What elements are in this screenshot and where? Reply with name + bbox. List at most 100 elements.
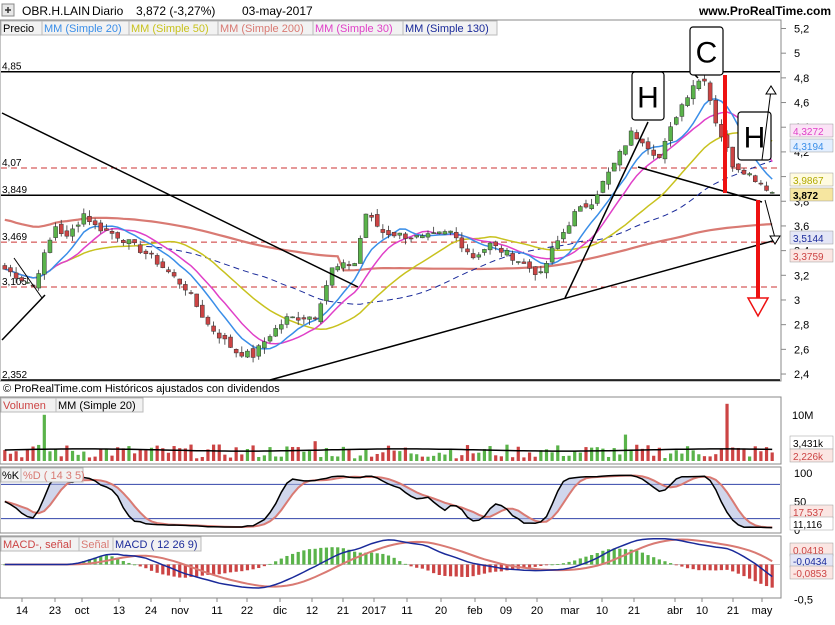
volume-bar <box>262 455 266 461</box>
stochastic-panel[interactable] <box>0 466 782 534</box>
candle <box>753 175 758 182</box>
badge-stoch-d: 17,537 <box>793 508 824 519</box>
mm130-line <box>4 160 773 305</box>
macd-hist-bar <box>116 558 120 565</box>
candle <box>194 293 199 307</box>
x-tick-label: dic <box>273 605 288 617</box>
volume-bar <box>595 447 599 461</box>
macd-hist-bar <box>731 564 735 572</box>
stoch-tick: 0 <box>794 525 800 537</box>
volume-bar <box>736 447 740 461</box>
candle <box>335 266 340 271</box>
candle <box>228 336 233 348</box>
volume-bar <box>87 457 92 461</box>
candle <box>312 317 318 320</box>
head-box <box>689 26 724 76</box>
candle <box>115 232 120 239</box>
candle <box>126 239 132 245</box>
macd-hist-bar <box>245 564 250 571</box>
macd-hist-bar <box>206 564 210 575</box>
volume-bar <box>691 450 695 461</box>
candle <box>516 261 521 263</box>
volume-bar <box>234 447 238 461</box>
macd-hist-bar <box>149 564 154 571</box>
volume-bar <box>403 447 408 461</box>
volume-bar <box>59 456 63 461</box>
left-diag-line <box>13 257 43 299</box>
plus-icon <box>5 7 11 13</box>
volume-bar <box>279 456 283 461</box>
stoch-k-line <box>4 474 773 529</box>
volume-bar <box>533 456 537 461</box>
badge-macd: -0,0853 <box>793 569 827 580</box>
badge-mm30-bg <box>789 123 834 138</box>
macd-hist-bar <box>381 553 385 565</box>
candle <box>403 233 408 239</box>
volume-bar <box>375 453 379 461</box>
macd-hist-bar <box>623 549 628 565</box>
volume-bar <box>336 456 340 461</box>
last-price-label: 3,872 (-3,27%) <box>136 4 215 18</box>
volume-bar <box>189 444 193 461</box>
candle <box>137 244 143 253</box>
stochastic-legend: %K %D ( 14 3 5) <box>0 467 85 483</box>
macd-hist-bar <box>257 564 261 569</box>
legend-macd-hist: MACD-, señal <box>3 539 71 551</box>
macd-hist-bar <box>561 563 566 565</box>
long-uptrend-line <box>269 239 777 381</box>
candle <box>555 240 561 249</box>
site-label[interactable]: www.ProRealTime.com <box>698 4 831 18</box>
macd-hist-bar <box>759 564 763 584</box>
candle <box>284 316 290 325</box>
candle <box>216 332 222 339</box>
volume-bar <box>155 445 159 461</box>
price-tick: 2,6 <box>794 344 809 356</box>
badge-macd-signal: -0,0434 <box>793 557 827 568</box>
volume-bar <box>657 447 661 461</box>
head-label: C <box>696 37 718 70</box>
candle <box>211 325 216 332</box>
macd-hist-bar <box>736 564 740 574</box>
candle <box>13 272 19 279</box>
candle <box>437 231 442 234</box>
volume-bar <box>437 452 441 461</box>
candle <box>532 266 538 275</box>
price-tick: 4,8 <box>794 73 809 85</box>
volume-bar <box>290 446 295 461</box>
volume-bar <box>121 448 125 461</box>
legend-mm50: MM (Simple 50) <box>131 23 209 35</box>
target-bar-1 <box>723 75 727 193</box>
candle <box>222 335 228 340</box>
x-tick-label: 21 <box>628 605 640 617</box>
volume-bar <box>465 445 470 461</box>
macd-hist-bar <box>527 564 532 568</box>
x-axis: 14 23 oct 13 24 nov 11 22 dic 12 21 2017 11 20 feb 09 20… <box>16 598 773 617</box>
candle <box>58 223 64 234</box>
volume-bar <box>8 453 13 461</box>
volume-bar <box>488 446 492 461</box>
level-label-0: 4,85 <box>2 62 22 73</box>
candle <box>98 222 103 232</box>
macd-hist-bar <box>324 547 329 565</box>
volume-bar <box>307 450 312 461</box>
candle <box>149 252 154 255</box>
volume-bar <box>183 448 187 461</box>
volume-bar <box>268 447 272 461</box>
candle <box>64 230 70 237</box>
x-tick-label: 11 <box>401 605 412 617</box>
volume-bar <box>753 446 757 461</box>
badge-mm200: 3,3759 <box>793 252 824 263</box>
volume-bar <box>65 445 69 461</box>
candle <box>764 185 769 191</box>
badge-stoch-k: 11,116 <box>793 520 823 531</box>
candle <box>358 238 363 264</box>
macd-hist-bar <box>606 549 611 565</box>
volume-bar <box>426 456 430 461</box>
candle <box>769 192 775 194</box>
candle <box>363 213 369 238</box>
candle <box>233 349 239 354</box>
volume-bar <box>561 455 566 461</box>
candle <box>561 232 566 240</box>
legend-mm20: MM (Simple 20) <box>44 23 122 35</box>
